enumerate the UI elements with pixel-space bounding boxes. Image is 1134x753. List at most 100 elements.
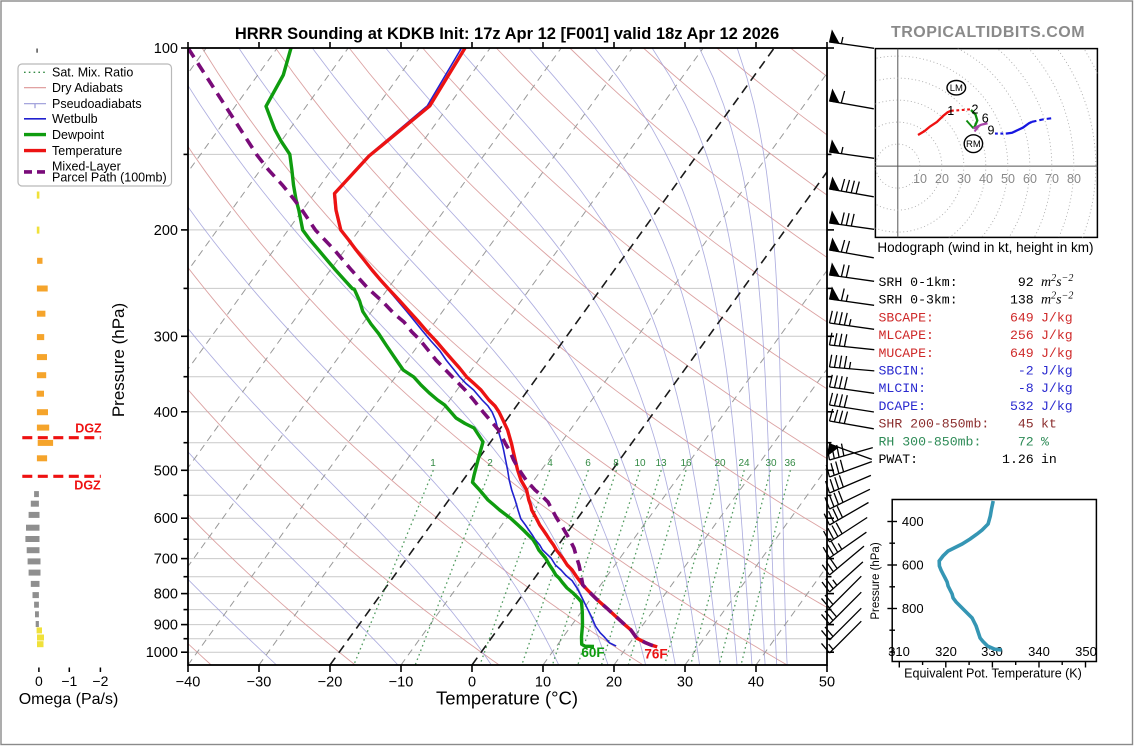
svg-text:J/kg: J/kg xyxy=(1041,364,1073,379)
svg-text:SHR 200-850mb:: SHR 200-850mb: xyxy=(879,417,990,432)
svg-text:10: 10 xyxy=(634,458,646,469)
svg-text:Pressure (hPa): Pressure (hPa) xyxy=(109,303,128,417)
svg-text:MUCAPE:: MUCAPE: xyxy=(879,346,934,361)
svg-text:Equivalent Pot. Temperature (K: Equivalent Pot. Temperature (K) xyxy=(904,667,1082,681)
svg-text:200: 200 xyxy=(154,223,178,239)
svg-text:649: 649 xyxy=(1010,310,1034,325)
svg-text:400: 400 xyxy=(154,405,178,421)
svg-text:−20: −20 xyxy=(318,675,343,691)
svg-text:-8: -8 xyxy=(1018,381,1034,396)
svg-text:kt: kt xyxy=(1041,417,1057,432)
svg-text:10: 10 xyxy=(535,675,551,691)
svg-text:30: 30 xyxy=(677,675,693,691)
svg-text:−40: −40 xyxy=(176,675,201,691)
svg-text:Pseudoadiabats: Pseudoadiabats xyxy=(52,97,142,111)
svg-text:350: 350 xyxy=(1075,644,1097,659)
svg-text:100: 100 xyxy=(154,41,178,57)
svg-text:532: 532 xyxy=(1010,399,1034,414)
svg-text:1: 1 xyxy=(947,104,954,118)
svg-text:76F: 76F xyxy=(644,647,667,662)
svg-text:J/kg: J/kg xyxy=(1041,399,1073,414)
svg-text:20: 20 xyxy=(606,675,622,691)
svg-text:138: 138 xyxy=(1010,293,1034,308)
svg-text:Temperature: Temperature xyxy=(52,144,122,158)
svg-text:800: 800 xyxy=(902,601,924,616)
svg-text:Parcel Path (100mb): Parcel Path (100mb) xyxy=(52,171,167,185)
svg-text:6: 6 xyxy=(585,458,591,469)
svg-text:−10: −10 xyxy=(389,675,414,691)
svg-text:50: 50 xyxy=(1001,172,1015,186)
svg-text:300: 300 xyxy=(154,329,178,345)
svg-text:Hodograph (wind in kt, height: Hodograph (wind in kt, height in km) xyxy=(877,240,1093,255)
svg-text:30: 30 xyxy=(765,458,777,469)
svg-text:340: 340 xyxy=(1028,644,1050,659)
svg-text:6: 6 xyxy=(982,112,989,126)
svg-text:Temperature (°C): Temperature (°C) xyxy=(436,688,578,709)
svg-text:600: 600 xyxy=(154,511,178,527)
svg-text:0: 0 xyxy=(35,673,43,689)
svg-text:%: % xyxy=(1041,434,1049,449)
svg-text:−2: −2 xyxy=(92,673,108,689)
svg-text:Pressure (hPa): Pressure (hPa) xyxy=(870,542,882,620)
svg-text:900: 900 xyxy=(154,618,178,634)
svg-text:20: 20 xyxy=(714,458,726,469)
svg-text:40: 40 xyxy=(979,172,993,186)
svg-text:72: 72 xyxy=(1018,434,1034,449)
svg-text:30: 30 xyxy=(957,172,971,186)
svg-text:92: 92 xyxy=(1018,275,1034,290)
svg-text:50: 50 xyxy=(819,675,835,691)
svg-text:256: 256 xyxy=(1010,328,1034,343)
svg-text:1: 1 xyxy=(430,458,436,469)
svg-text:4: 4 xyxy=(547,458,553,469)
svg-text:DGZ: DGZ xyxy=(74,479,101,493)
svg-text:60: 60 xyxy=(1023,172,1037,186)
svg-text:45: 45 xyxy=(1018,417,1034,432)
svg-text:J/kg: J/kg xyxy=(1041,310,1073,325)
svg-text:320: 320 xyxy=(935,644,957,659)
svg-text:SBCAPE:: SBCAPE: xyxy=(879,310,934,325)
svg-text:10: 10 xyxy=(913,172,927,186)
svg-text:40: 40 xyxy=(748,675,764,691)
svg-text:13: 13 xyxy=(655,458,667,469)
svg-text:SRH 0-1km:: SRH 0-1km: xyxy=(879,275,958,290)
svg-text:310: 310 xyxy=(888,644,910,659)
svg-text:J/kg: J/kg xyxy=(1041,346,1073,361)
svg-text:J/kg: J/kg xyxy=(1041,328,1073,343)
svg-text:SBCIN:: SBCIN: xyxy=(879,364,926,379)
svg-text:−30: −30 xyxy=(247,675,272,691)
svg-text:600: 600 xyxy=(902,558,924,573)
svg-text:DCAPE:: DCAPE: xyxy=(879,399,926,414)
svg-text:RH 300-850mb:: RH 300-850mb: xyxy=(879,434,982,449)
svg-text:LM: LM xyxy=(950,83,963,94)
svg-text:HRRR Sounding at KDKB Init: 17: HRRR Sounding at KDKB Init: 17z Apr 12 [… xyxy=(235,25,779,43)
svg-text:in: in xyxy=(1041,452,1057,467)
svg-text:J/kg: J/kg xyxy=(1041,381,1073,396)
svg-text:500: 500 xyxy=(154,463,178,479)
svg-text:Dewpoint: Dewpoint xyxy=(52,128,105,142)
svg-text:36: 36 xyxy=(784,458,796,469)
svg-text:800: 800 xyxy=(154,587,178,603)
svg-text:20: 20 xyxy=(935,172,949,186)
svg-text:−1: −1 xyxy=(61,673,77,689)
svg-text:2: 2 xyxy=(972,103,979,117)
svg-text:SRH 0-3km:: SRH 0-3km: xyxy=(879,293,958,308)
svg-text:2: 2 xyxy=(487,458,493,469)
svg-text:Sat. Mix. Ratio: Sat. Mix. Ratio xyxy=(52,66,133,80)
svg-text:649: 649 xyxy=(1010,346,1034,361)
svg-text:70: 70 xyxy=(1045,172,1059,186)
svg-text:700: 700 xyxy=(154,552,178,568)
svg-text:9: 9 xyxy=(988,124,995,138)
svg-text:Dry Adiabats: Dry Adiabats xyxy=(52,81,123,95)
svg-text:DGZ: DGZ xyxy=(75,421,102,435)
svg-text:400: 400 xyxy=(902,514,924,529)
svg-text:MLCAPE:: MLCAPE: xyxy=(879,328,934,343)
svg-text:-2: -2 xyxy=(1018,364,1034,379)
svg-text:16: 16 xyxy=(680,458,692,469)
svg-text:Omega (Pa/s): Omega (Pa/s) xyxy=(19,691,119,708)
svg-text:80: 80 xyxy=(1067,172,1081,186)
svg-text:TROPICALTIDBITS.COM: TROPICALTIDBITS.COM xyxy=(891,24,1085,41)
svg-text:8: 8 xyxy=(613,458,619,469)
svg-text:MLCIN:: MLCIN: xyxy=(879,381,926,396)
svg-text:0: 0 xyxy=(468,675,476,691)
svg-text:1.26: 1.26 xyxy=(1002,452,1034,467)
